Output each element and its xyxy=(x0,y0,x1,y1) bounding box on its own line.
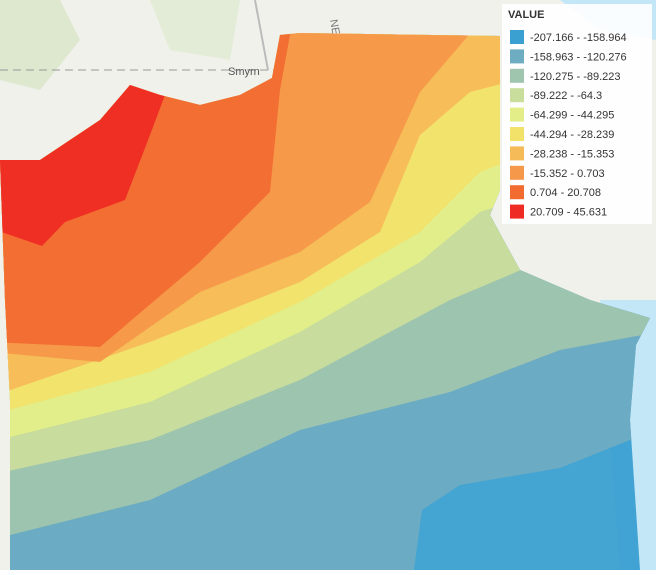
legend-swatch xyxy=(510,49,524,64)
legend-swatch xyxy=(510,204,524,219)
legend-label: -15.352 - 0.703 xyxy=(530,168,605,180)
road xyxy=(254,0,269,71)
legend-swatch xyxy=(510,185,524,200)
value-band xyxy=(0,85,165,246)
legend-title: VALUE xyxy=(508,9,544,21)
legend-swatch xyxy=(510,68,524,83)
legend-label: -44.294 - -28.239 xyxy=(530,129,614,141)
park xyxy=(150,0,240,60)
legend-box xyxy=(502,4,652,224)
legend-swatch xyxy=(510,30,524,44)
legend-swatch xyxy=(510,107,524,122)
park xyxy=(0,0,80,90)
legend-label: -120.275 - -89.223 xyxy=(530,71,621,83)
legend: VALUE -207.166 - -158.964 -158.963 - -120… xyxy=(502,4,652,224)
legend-label: -89.222 - -64.3 xyxy=(530,90,602,102)
legend-swatch xyxy=(510,165,524,180)
legend-label: -64.299 - -44.295 xyxy=(530,110,614,122)
legend-label: -28.238 - -15.353 xyxy=(530,148,614,160)
legend-label: 20.709 - 45.631 xyxy=(530,207,607,219)
legend-swatch xyxy=(510,146,524,161)
legend-label: 0.704 - 20.708 xyxy=(530,187,601,199)
legend-label: -158.963 - -120.276 xyxy=(530,51,627,63)
place-label: Smyrn xyxy=(228,66,260,78)
legend-label: -207.166 - -158.964 xyxy=(530,32,627,44)
legend-swatch xyxy=(510,127,524,141)
legend-swatch xyxy=(510,88,524,103)
